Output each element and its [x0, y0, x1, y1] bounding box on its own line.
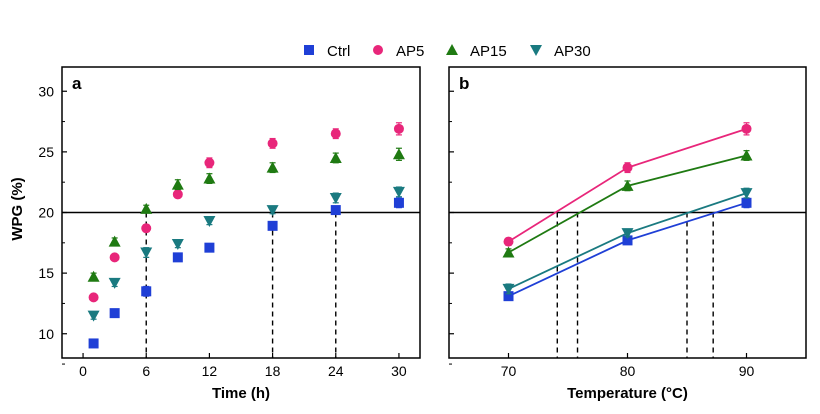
data-point-ap30 [266, 205, 279, 217]
data-point-ap15 [140, 202, 153, 214]
data-point-ctrl [503, 291, 514, 302]
data-point-ap15 [392, 148, 405, 160]
data-point-ap15 [621, 179, 634, 191]
legend-marker-ap5 [373, 45, 383, 55]
y-tick-label: 10 [38, 326, 54, 342]
x-tick-label: 12 [202, 363, 218, 379]
data-point-ap5 [267, 138, 278, 149]
data-point-ap15 [266, 161, 279, 173]
data-point-ap30 [203, 215, 216, 227]
data-point-ap15 [203, 172, 216, 184]
data-point-ctrl [141, 286, 152, 297]
panel-a: 10 15 20 25 30 0 6 12 18 24 30 a Time (h) [38, 66, 421, 402]
x-tick-label: 70 [501, 363, 517, 379]
x-tick-label: 18 [265, 363, 281, 379]
panel-label: b [459, 74, 469, 93]
data-point-ap5 [741, 123, 752, 134]
data-point-ctrl [267, 220, 278, 231]
x-tick-label: 90 [739, 363, 755, 379]
data-point-ap5 [172, 189, 183, 200]
x-tick-label: 30 [391, 363, 407, 379]
data-point-ap30 [171, 239, 184, 251]
data-point-ap5 [141, 223, 152, 234]
data-point-ctrl [204, 242, 215, 253]
legend-marker-ctrl [304, 45, 314, 55]
data-point-ap15 [171, 178, 184, 190]
data-point-ap5 [393, 123, 404, 134]
x-tick-label: 80 [620, 363, 636, 379]
data-point-ctrl [741, 197, 752, 208]
data-point-ctrl [109, 308, 120, 319]
y-tick-label: 25 [38, 144, 54, 160]
data-point-ctrl [393, 197, 404, 208]
x-tick-label: 0 [79, 363, 87, 379]
legend-label-ap5: AP5 [396, 43, 424, 60]
x-axis-label: Temperature (°C) [567, 385, 688, 402]
legend-marker-ap30 [530, 45, 542, 56]
legend-label-ap15: AP15 [470, 43, 507, 60]
data-point-ctrl [88, 338, 99, 349]
data-point-ap30 [108, 277, 121, 289]
data-point-ap30 [502, 283, 515, 295]
panel-label: a [72, 74, 82, 93]
legend-marker-ap15 [446, 44, 458, 55]
data-point-ctrl [172, 252, 183, 263]
x-tick-label: 24 [328, 363, 344, 379]
data-point-ap30 [621, 228, 634, 240]
panel-b: 70 80 90 b Temperature (°C) [448, 66, 807, 402]
data-point-ap15 [87, 270, 100, 282]
y-tick-label: 20 [38, 205, 54, 221]
data-point-ap5 [622, 162, 633, 173]
data-point-ap5 [109, 252, 120, 263]
data-point-ap5 [503, 236, 514, 247]
data-point-ap5 [88, 292, 99, 303]
x-tick-label: 6 [142, 363, 150, 379]
legend-label-ap30: AP30 [554, 43, 591, 60]
data-point-ap30 [329, 192, 342, 204]
y-tick-label: 30 [38, 83, 54, 99]
data-point-ap5 [204, 157, 215, 168]
data-point-ap15 [740, 149, 753, 161]
data-point-ctrl [330, 205, 341, 216]
x-axis-label: Time (h) [212, 385, 270, 402]
data-point-ap30 [392, 186, 405, 198]
data-point-ap15 [108, 235, 121, 247]
legend: Ctrl AP5 AP15 AP30 [304, 43, 591, 60]
series-line-ctrl [508, 201, 747, 297]
data-point-ap15 [329, 151, 342, 163]
data-point-ap30 [140, 247, 153, 259]
data-point-ap30 [740, 188, 753, 200]
data-point-ap5 [330, 128, 341, 139]
data-point-ap15 [502, 246, 515, 258]
data-point-ap30 [87, 310, 100, 322]
y-axis-label: WPG (%) [9, 177, 26, 240]
data-point-ctrl [622, 235, 633, 246]
y-tick-label: 15 [38, 265, 54, 281]
legend-label-ctrl: Ctrl [327, 43, 350, 60]
